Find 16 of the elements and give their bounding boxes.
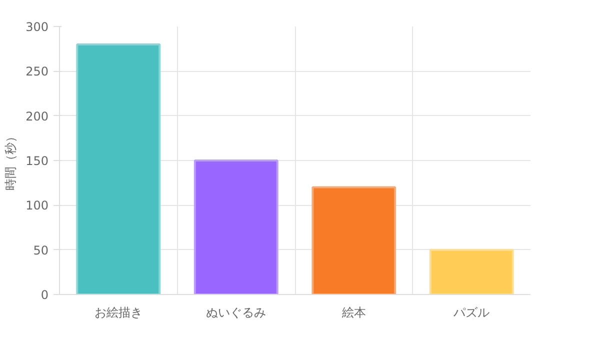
y-tick-label: 50 <box>33 243 49 258</box>
bar <box>76 43 161 294</box>
bar <box>194 160 278 294</box>
y-tick-label: 300 <box>26 20 48 34</box>
x-tick-label: パズル <box>452 306 490 320</box>
y-tick-label: 250 <box>26 64 48 79</box>
bar <box>312 186 396 294</box>
y-tick-label: 200 <box>26 109 48 124</box>
x-tick-label: お絵描き <box>94 306 142 320</box>
y-tick-label: 150 <box>26 154 48 168</box>
x-tick-label: ぬいぐるみ <box>206 306 266 320</box>
y-tick-label: 100 <box>26 198 48 213</box>
y-axis-title: 時間（秒） <box>4 130 18 190</box>
y-tick-label: 0 <box>40 288 49 302</box>
bar <box>429 248 514 294</box>
x-tick-label: 絵本 <box>340 306 366 320</box>
